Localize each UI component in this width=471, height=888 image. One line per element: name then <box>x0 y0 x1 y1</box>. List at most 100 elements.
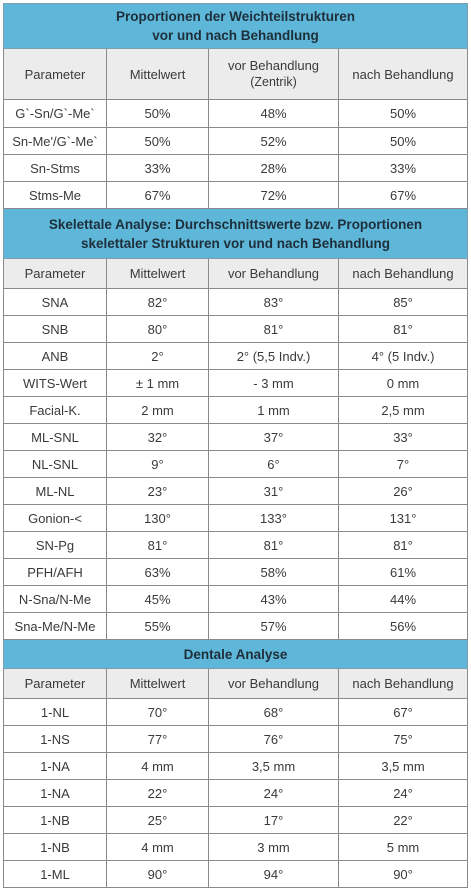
column-header: vor Behandlung <box>208 668 339 699</box>
table-cell: 2° <box>106 342 209 370</box>
table-cell: 37° <box>208 423 339 451</box>
table-cell: 81° <box>208 531 339 559</box>
section-title-row: Proportionen der Weichteilstrukturen vor … <box>2 3 469 49</box>
table-cell: 75° <box>337 725 469 753</box>
table-cell: 26° <box>337 477 469 505</box>
table-row: 1-NA 22° 24° 24° <box>3 779 469 807</box>
section-title-line: Skelettale Analyse: Durchschnittswerte b… <box>48 216 423 232</box>
table-cell: 52% <box>208 127 339 155</box>
column-header-label: nach Behandlung <box>352 66 454 82</box>
table-row: ANB 2° 2° (5,5 Indv.) 4° (5 Indv.) <box>3 342 469 370</box>
section-title: Dentale Analyse <box>2 639 469 669</box>
column-header: nach Behandlung <box>337 48 469 100</box>
section-title-row: Dentale Analyse <box>2 639 469 669</box>
table-cell: 68° <box>208 698 339 726</box>
table-cell: 80° <box>106 315 209 343</box>
section-title-line: Proportionen der Weichteilstrukturen <box>116 9 356 24</box>
table-cell: - 3 mm <box>208 369 339 397</box>
table-cell: 2° (5,5 Indv.) <box>208 342 339 370</box>
section-title-line: skelettaler Strukturen vor und nach Beha… <box>80 235 391 251</box>
table-cell: 50% <box>337 127 469 155</box>
section-title: Skelettale Analyse: Durchschnittswerte b… <box>2 208 469 259</box>
table-cell: 33% <box>337 154 469 182</box>
table-cell: 9° <box>106 450 209 478</box>
column-header: Parameter <box>3 48 107 100</box>
table-row: Gonion-< 130° 133° 131° <box>3 504 469 532</box>
table-cell: SN-Pg <box>3 531 107 559</box>
table-cell: 61% <box>337 558 469 586</box>
table-cell: 81° <box>337 531 469 559</box>
table-row: WITS-Wert ± 1 mm - 3 mm 0 mm <box>3 369 469 397</box>
table-cell: 22° <box>337 806 469 834</box>
table-cell: 63% <box>106 558 209 586</box>
table-cell: 81° <box>337 315 469 343</box>
table-cell: Sn-Stms <box>3 154 107 182</box>
column-header-sublabel: (Zentrik) <box>250 75 297 89</box>
table-cell: 1-NA <box>3 779 107 807</box>
column-header-label: Parameter <box>24 66 86 82</box>
table-cell: 1 mm <box>208 396 339 424</box>
table-cell: 90° <box>106 860 209 888</box>
table-cell: G`-Sn/G`-Me` <box>3 99 107 128</box>
table-cell: 67° <box>337 698 469 726</box>
table-cell: 50% <box>106 99 209 128</box>
table-row: 1-NS 77° 76° 75° <box>3 725 469 753</box>
column-header-label: nach Behandlung <box>352 266 454 281</box>
table-row: 1-NA 4 mm 3,5 mm 3,5 mm <box>3 752 469 780</box>
column-header-label: Parameter <box>24 676 86 691</box>
table-cell: 4° (5 Indv.) <box>337 342 469 370</box>
table-cell: 17° <box>208 806 339 834</box>
table-cell: 77° <box>106 725 209 753</box>
table-cell: 3 mm <box>208 833 339 861</box>
table-cell: 43% <box>208 585 339 613</box>
table-cell: Sn-Me'/G`-Me` <box>3 127 107 155</box>
table-cell: 28% <box>208 154 339 182</box>
table-cell: 7° <box>337 450 469 478</box>
table-cell: 25° <box>106 806 209 834</box>
table-cell: 2 mm <box>106 396 209 424</box>
column-header: Parameter <box>3 258 107 289</box>
table-cell: Gonion-< <box>3 504 107 532</box>
table-cell: 31° <box>208 477 339 505</box>
column-header-label: Mittelwert <box>129 66 186 82</box>
table-cell: 0 mm <box>337 369 469 397</box>
table-row: Sn-Me'/G`-Me` 50% 52% 50% <box>3 127 469 155</box>
table-cell: PFH/AFH <box>3 558 107 586</box>
column-header-label: nach Behandlung <box>352 676 454 691</box>
table-row: N-Sna/N-Me 45% 43% 44% <box>3 585 469 613</box>
table-cell: SNB <box>3 315 107 343</box>
analysis-table-container: Proportionen der Weichteilstrukturen vor … <box>2 3 469 888</box>
table-cell: 81° <box>106 531 209 559</box>
table-cell: N-Sna/N-Me <box>3 585 107 613</box>
table-cell: 5 mm <box>337 833 469 861</box>
table-cell: 23° <box>106 477 209 505</box>
table-cell: 81° <box>208 315 339 343</box>
table-cell: 70° <box>106 698 209 726</box>
table-row: 1-ML 90° 94° 90° <box>3 860 469 888</box>
section-title-line: vor und nach Behandlung <box>152 28 319 43</box>
table-cell: 22° <box>106 779 209 807</box>
table-cell: 50% <box>337 99 469 128</box>
column-header-label: vor Behandlung <box>227 266 320 281</box>
column-header: Mittelwert <box>106 258 209 289</box>
table-cell: 56% <box>337 612 469 640</box>
table-row: G`-Sn/G`-Me` 50% 48% 50% <box>3 99 469 128</box>
column-header: nach Behandlung <box>337 668 469 699</box>
table-cell: NL-SNL <box>3 450 107 478</box>
column-header-label: Mittelwert <box>129 676 186 691</box>
table-cell: 44% <box>337 585 469 613</box>
column-header: vor Behandlung (Zentrik) <box>208 48 339 100</box>
table-cell: 1-NA <box>3 752 107 780</box>
table-cell: ± 1 mm <box>106 369 209 397</box>
table-row: PFH/AFH 63% 58% 61% <box>3 558 469 586</box>
column-header: Mittelwert <box>106 48 209 100</box>
table-cell: 50% <box>106 127 209 155</box>
table-cell: 58% <box>208 558 339 586</box>
column-header-row: Parameter Mittelwert vor Behandlung nach Be… <box>3 668 469 699</box>
table-cell: 4 mm <box>106 833 209 861</box>
table-cell: Stms-Me <box>3 181 107 209</box>
table-cell: Facial-K. <box>3 396 107 424</box>
column-header-label: vor Behandlung <box>227 676 320 691</box>
table-row: ML-SNL 32° 37° 33° <box>3 423 469 451</box>
table-cell: 48% <box>208 99 339 128</box>
